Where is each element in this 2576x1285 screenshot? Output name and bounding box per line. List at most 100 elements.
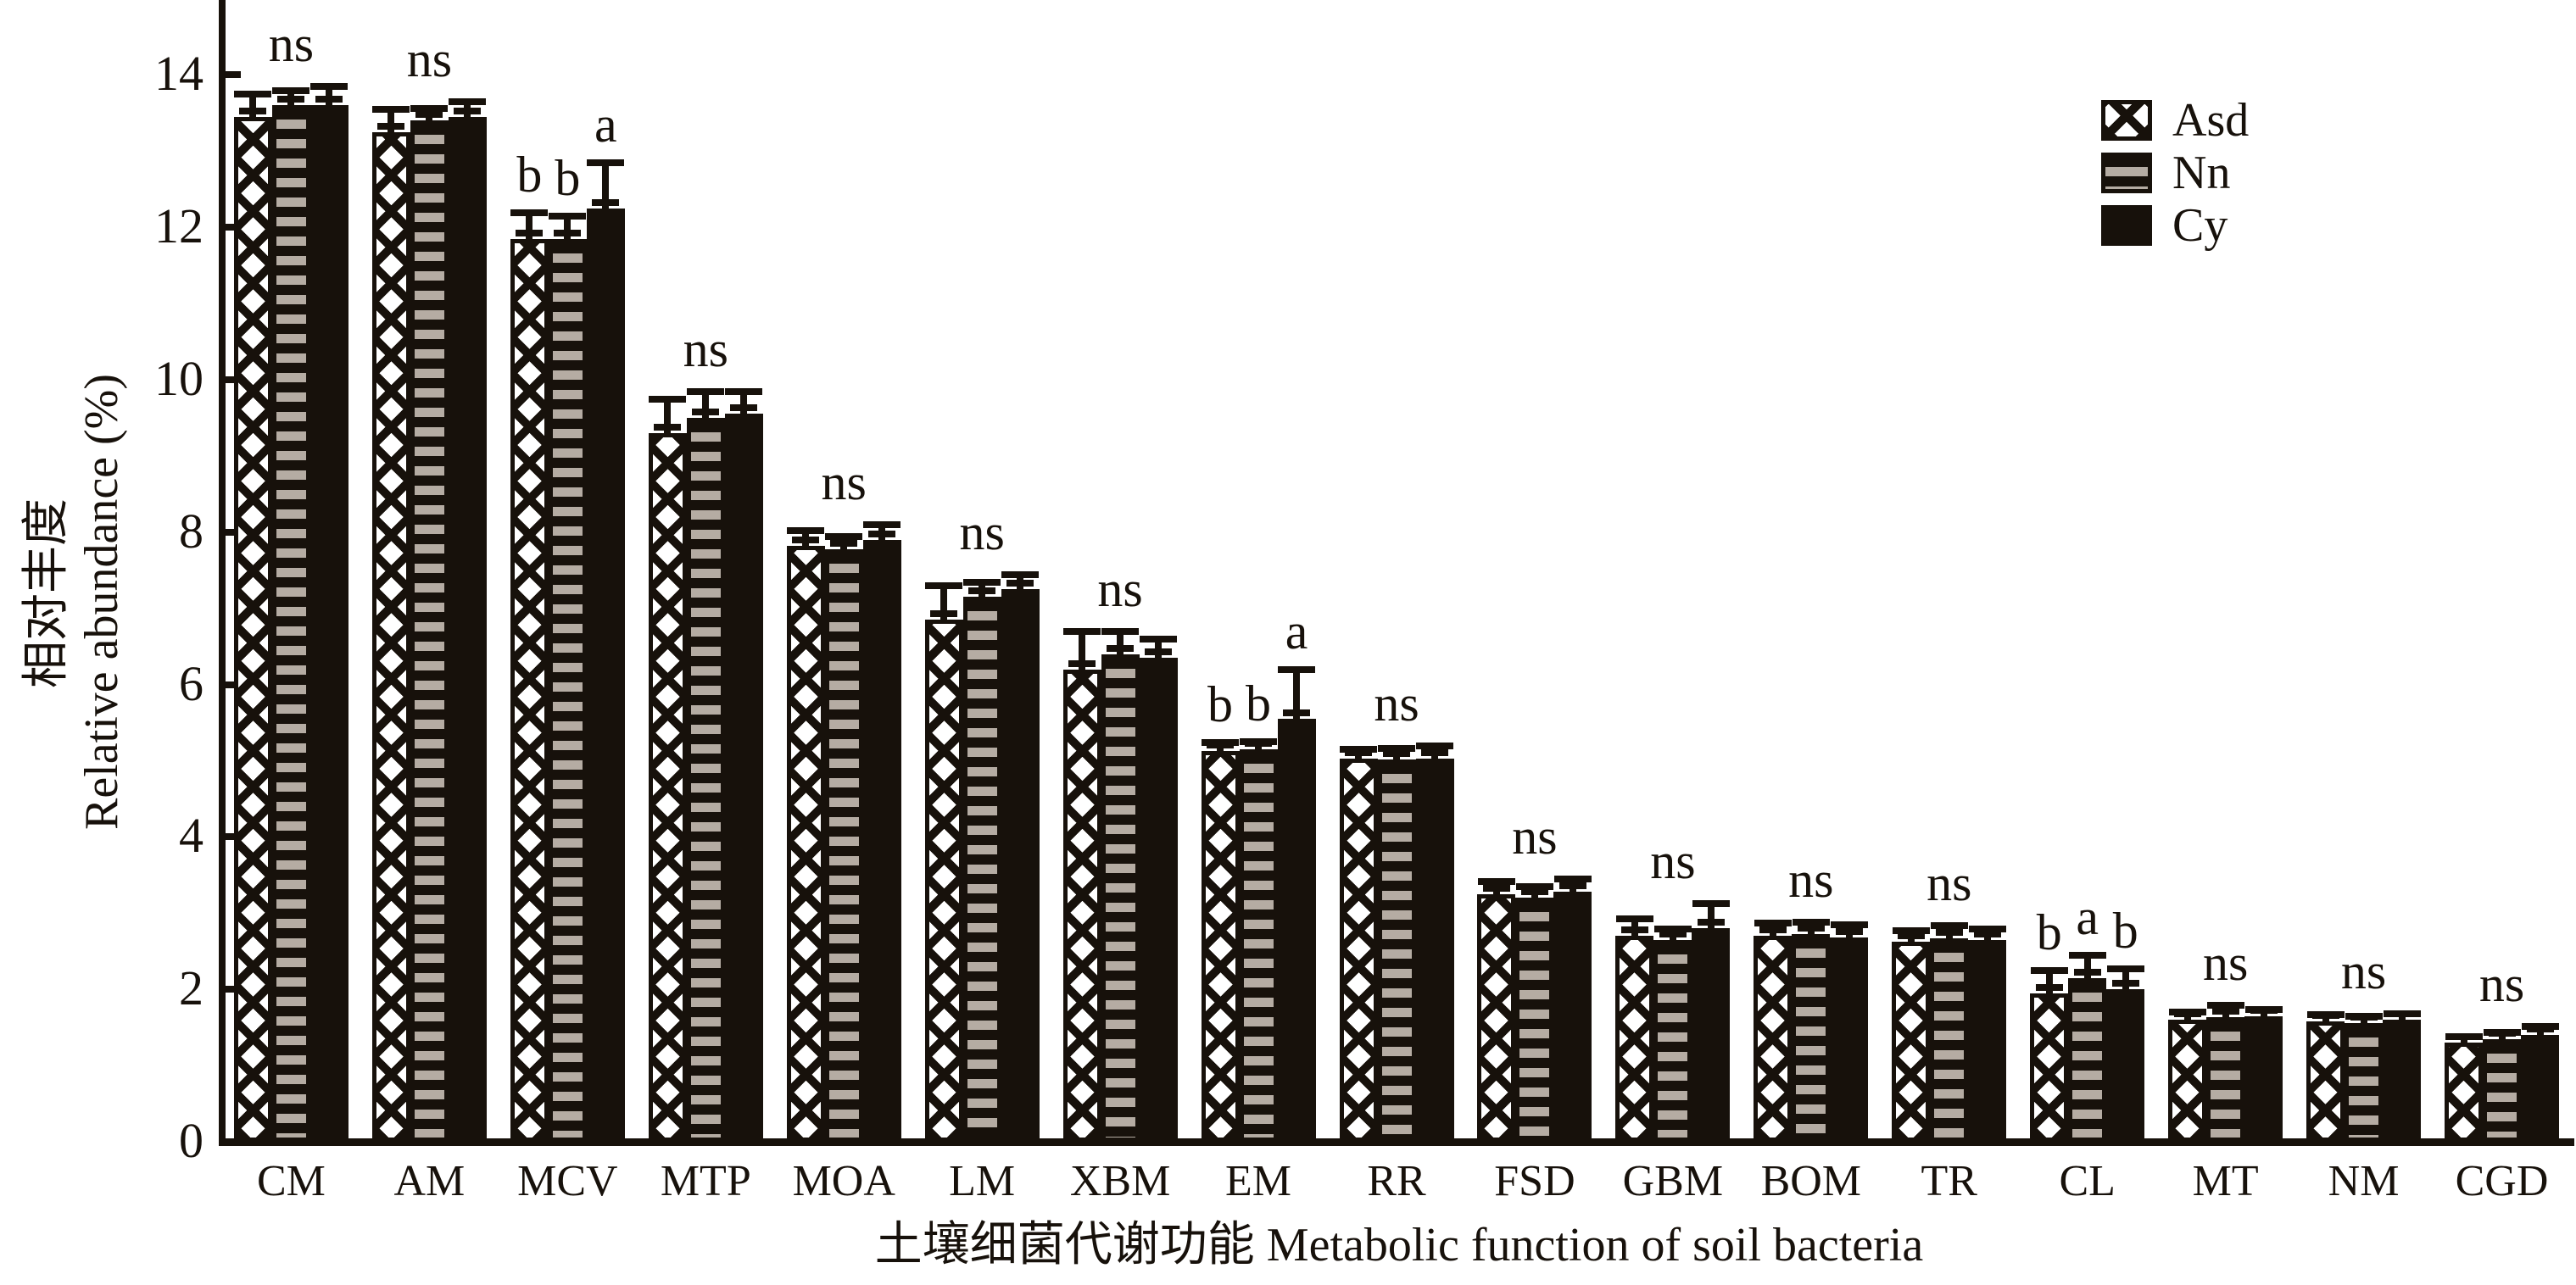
error-bar-cap-bottom xyxy=(2073,968,2101,976)
error-bar-cap-bottom xyxy=(315,96,343,103)
y-tick-mark xyxy=(226,71,241,79)
sig-letter: b xyxy=(2036,904,2062,961)
bar-nn-NM xyxy=(2345,1022,2384,1142)
x-tick-label: LM xyxy=(949,1157,1016,1205)
y-tick-label: 0 xyxy=(179,1113,204,1168)
y-tick-label: 2 xyxy=(179,960,204,1016)
error-bar-cap-top xyxy=(1615,915,1653,923)
bar-asd-RR xyxy=(1339,758,1378,1142)
error-bar-cap-bottom xyxy=(415,111,443,119)
bar-cy-LM xyxy=(1001,589,1040,1142)
error-bar-cap-top xyxy=(1340,745,1377,753)
error-bar-line xyxy=(564,220,572,239)
error-bar-cap-top xyxy=(449,98,487,106)
error-bar-line xyxy=(249,97,257,117)
x-tick-label: GBM xyxy=(1622,1157,1724,1205)
error-bar-cap-bottom xyxy=(592,198,620,206)
legend-swatch-solid xyxy=(2101,205,2152,246)
sig-ns: ns xyxy=(1097,561,1143,618)
error-bar-line xyxy=(1255,744,1263,749)
bar-nn-MOA xyxy=(824,548,863,1142)
sig-ns: ns xyxy=(2478,955,2525,1012)
bar-asd-LM xyxy=(924,620,963,1142)
y-tick-label: 14 xyxy=(154,46,204,102)
bar-asd-CL xyxy=(2030,993,2069,1142)
error-bar-cap-top xyxy=(2068,952,2106,960)
bar-cy-MOA xyxy=(862,539,901,1142)
y-tick-mark xyxy=(226,986,241,993)
error-bar-line xyxy=(2398,1016,2406,1021)
error-bar-cap-bottom xyxy=(2350,1013,2378,1021)
legend-item-asd: Asd xyxy=(2101,95,2372,146)
error-bar-cap-top xyxy=(1653,925,1692,932)
error-bar-cap-bottom xyxy=(2111,980,2139,987)
error-bar-cap-bottom xyxy=(2211,1008,2239,1015)
legend-swatch-hstripes xyxy=(2101,153,2152,193)
error-bar-cap-top xyxy=(1416,743,1453,749)
error-bar-cap-bottom xyxy=(1935,928,1963,936)
error-bar-line xyxy=(2183,1015,2191,1021)
x-tick-label: MT xyxy=(2192,1157,2259,1205)
x-axis-label: 土壤细菌代谢功能 Metabolic function of soil bact… xyxy=(874,1219,1924,1271)
bar-asd-GBM xyxy=(1615,936,1654,1142)
error-bar-cap-bottom xyxy=(868,530,896,537)
legend-label: Nn xyxy=(2172,147,2231,199)
error-bar-cap-top xyxy=(1968,925,2006,932)
y-tick-mark xyxy=(226,528,241,536)
x-tick-label: CM xyxy=(257,1157,326,1205)
error-bar-cap-bottom xyxy=(654,423,682,431)
bar-nn-CM xyxy=(271,105,310,1142)
y-tick-label: 4 xyxy=(179,808,204,864)
sig-ns: ns xyxy=(959,503,1005,560)
error-bar-cap-top xyxy=(510,209,549,216)
error-bar-cap-bottom xyxy=(2173,1010,2201,1018)
error-bar-line xyxy=(2360,1020,2367,1023)
x-axis-line xyxy=(219,1138,2574,1146)
error-bar-line xyxy=(2083,959,2091,978)
error-bar-line xyxy=(664,402,672,433)
bar-nn-MT xyxy=(2206,1017,2245,1142)
error-bar-cap-bottom xyxy=(792,536,820,543)
x-tick-label: RR xyxy=(1367,1157,1426,1205)
y-tick-mark xyxy=(226,224,241,231)
error-bar-cap-top xyxy=(1001,570,1040,578)
x-tick-label: EM xyxy=(1225,1157,1292,1205)
error-bar-cap-bottom xyxy=(1107,644,1135,652)
sig-ns: ns xyxy=(683,320,728,377)
bar-nn-MCV xyxy=(548,238,587,1142)
x-tick-label: MOA xyxy=(792,1157,895,1205)
sig-letter: b xyxy=(1207,676,1234,733)
error-bar-line xyxy=(1293,673,1301,720)
bar-asd-CM xyxy=(233,116,272,1142)
bar-cy-MTP xyxy=(724,414,763,1142)
error-bar-cap-bottom xyxy=(692,408,720,415)
error-bar-cap-top xyxy=(272,86,310,94)
sig-ns: ns xyxy=(1926,855,1972,912)
y-tick-label: 6 xyxy=(179,655,204,711)
y-tick-mark xyxy=(226,1138,241,1145)
error-bar-cap-top xyxy=(1140,636,1178,643)
error-bar-cap-bottom xyxy=(2250,1006,2278,1014)
bar-nn-RR xyxy=(1377,759,1416,1142)
x-tick-label: XBM xyxy=(1069,1157,1171,1205)
error-bar-cap-bottom xyxy=(1421,748,1448,756)
y-axis-label-chinese: 相对丰度 xyxy=(20,498,73,688)
error-bar-cap-top xyxy=(1792,918,1830,926)
error-bar-cap-top xyxy=(787,527,825,535)
sig-ns: ns xyxy=(1788,851,1834,908)
error-bar-cap-bottom xyxy=(1973,930,2001,937)
bar-cy-EM xyxy=(1277,719,1316,1142)
error-bar-cap-top xyxy=(725,387,763,395)
sig-letter: a xyxy=(1285,604,1308,660)
y-tick-mark xyxy=(226,681,241,688)
bar-cy-MT xyxy=(2244,1015,2283,1142)
bar-asd-BOM xyxy=(1754,936,1793,1142)
bar-cy-CM xyxy=(309,105,348,1142)
error-bar-cap-bottom xyxy=(2311,1011,2339,1019)
error-bar-line xyxy=(740,394,748,414)
y-tick-label: 8 xyxy=(179,503,204,559)
error-bar-line xyxy=(940,589,948,620)
sig-ns: ns xyxy=(406,31,453,88)
error-bar-cap-top xyxy=(925,582,963,590)
